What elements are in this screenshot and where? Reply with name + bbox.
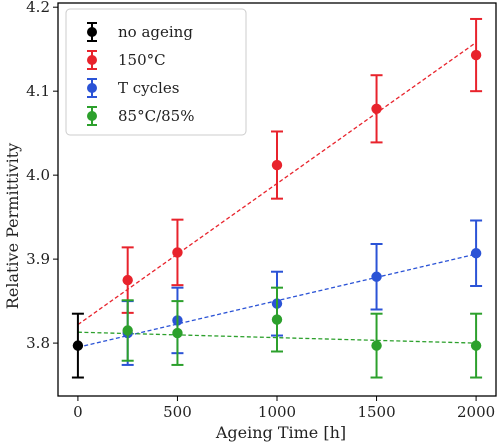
marker (271, 314, 283, 325)
data-point-3-3 (370, 312, 383, 379)
legend-label: 85°C/85% (118, 107, 194, 125)
marker (470, 49, 482, 61)
marker (371, 271, 382, 282)
data-point-2-4 (470, 219, 483, 287)
legend-marker (87, 111, 97, 121)
legend: no ageing 150°C T cycles 85°C/85% (65, 8, 247, 136)
marker (470, 248, 482, 259)
legend-marker (87, 55, 97, 65)
x-tick-label: 1000 (258, 403, 296, 421)
legend-label: T cycles (118, 79, 179, 97)
y-tick-label: 4.0 (26, 166, 50, 184)
y-tick-label: 4.2 (26, 0, 50, 16)
data-point-1-2 (271, 130, 283, 200)
marker (122, 325, 133, 336)
data-point-1-4 (470, 17, 483, 93)
marker (371, 103, 382, 115)
marker (371, 340, 382, 351)
legend-item-0: no ageing (87, 22, 193, 42)
y-tick-label: 4.1 (26, 82, 50, 100)
legend-box (65, 8, 247, 136)
legend-label: no ageing (118, 23, 193, 41)
data-point-3-0 (121, 299, 134, 362)
legend-item-3: 85°C/85% (87, 106, 194, 126)
legend-marker (87, 27, 97, 37)
legend-item-1: 150°C (87, 50, 166, 70)
data-point-3-2 (271, 286, 283, 353)
legend-label: 150°C (118, 51, 166, 69)
data-point-3-1 (171, 300, 184, 366)
data-point-1-1 (171, 218, 184, 287)
data-point-1-3 (370, 74, 383, 144)
marker (172, 247, 183, 258)
legend-marker (87, 83, 97, 93)
y-tick-label: 3.9 (26, 250, 50, 268)
legend-item-2: T cycles (87, 78, 179, 98)
marker (72, 340, 84, 351)
y-tick-label: 3.8 (26, 334, 50, 352)
marker (172, 327, 183, 339)
data-points (71, 17, 483, 379)
x-tick-label: 0 (73, 403, 83, 421)
x-tick-label: 500 (163, 403, 192, 421)
data-point-2-3 (370, 243, 383, 311)
x-axis-label: Ageing Time [h] (215, 423, 346, 442)
trend-line-3 (77, 331, 477, 344)
marker (470, 340, 482, 351)
x-tick-label: 2000 (457, 403, 495, 421)
marker (122, 274, 133, 286)
axis-ticks: 0 500 1000 1500 2000 3.8 3.9 4.0 4.1 4.2 (26, 0, 495, 421)
data-point-3-4 (470, 312, 483, 379)
x-tick-label: 1500 (357, 403, 395, 421)
data-point-0-0 (71, 312, 84, 379)
y-axis-label: Relative Permittivity (3, 143, 22, 309)
marker (271, 159, 283, 171)
